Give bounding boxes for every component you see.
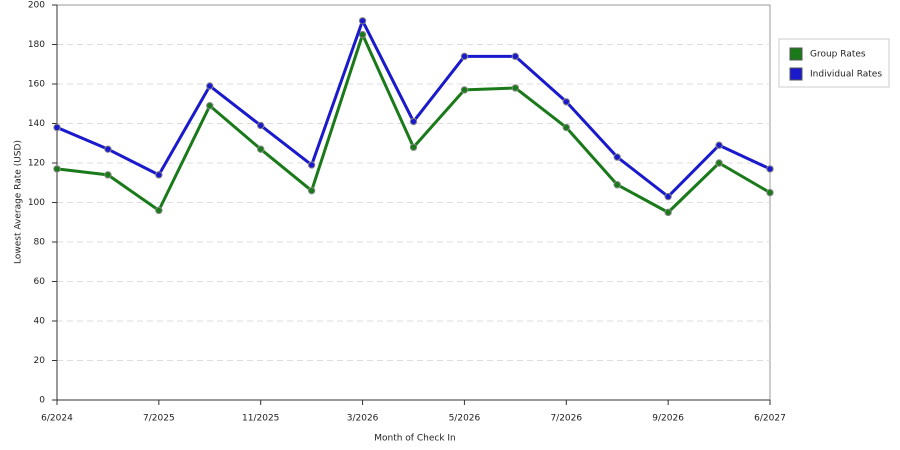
data-point [460, 86, 469, 94]
y-tick-label: 100 [28, 198, 45, 208]
x-tick-label: 3/2026 [347, 414, 379, 424]
data-point [664, 192, 672, 201]
legend-swatch [789, 67, 803, 81]
data-point [257, 145, 265, 153]
x-tick-label: 11/2025 [242, 414, 279, 424]
data-point [53, 123, 61, 132]
data-point [613, 181, 621, 189]
legend-label: Individual Rates [810, 70, 882, 80]
x-tick-label: 9/2026 [652, 414, 684, 424]
data-point [409, 117, 418, 126]
data-point [307, 161, 316, 169]
y-tick-label: 120 [28, 159, 45, 169]
legend-swatch [789, 47, 803, 61]
data-point [766, 188, 774, 197]
x-tick-label: 6/2024 [41, 414, 73, 424]
data-point [358, 17, 367, 25]
x-tick-label: 5/2026 [449, 414, 481, 424]
data-point [358, 30, 367, 39]
series-line [56, 19, 771, 199]
data-point [715, 159, 723, 167]
data-point [511, 52, 520, 61]
data-point [206, 82, 214, 90]
data-point [664, 208, 672, 217]
data-point [257, 121, 265, 130]
legend-label: Group Rates [810, 50, 866, 60]
y-tick-label: 40 [34, 317, 46, 327]
y-tick-label: 80 [34, 238, 46, 248]
data-point [715, 141, 723, 149]
y-tick-label: 60 [34, 277, 46, 287]
x-tick-label: 7/2025 [143, 414, 175, 424]
y-tick-label: 140 [28, 119, 45, 129]
data-point [562, 123, 570, 132]
data-point [460, 52, 469, 61]
data-point [206, 102, 214, 110]
data-point [104, 171, 112, 179]
data-point [511, 84, 520, 92]
y-tick-label: 0 [39, 396, 45, 406]
x-axis-title: Month of Check In [374, 434, 456, 444]
y-tick-label: 160 [28, 80, 45, 90]
data-point [104, 145, 112, 153]
data-point [53, 165, 61, 173]
data-point [562, 98, 570, 106]
y-axis-title: Lowest Average Rate (USD) [14, 140, 24, 264]
x-tick-label: 6/2027 [754, 414, 786, 424]
data-point [155, 206, 163, 215]
data-point [155, 171, 163, 179]
y-tick-label: 180 [28, 40, 45, 50]
data-point [307, 186, 316, 195]
x-tick-label: 7/2026 [550, 414, 582, 424]
y-tick-label: 20 [34, 356, 46, 366]
data-point [766, 165, 774, 173]
data-point [409, 143, 418, 151]
y-tick-label: 200 [28, 1, 45, 11]
data-point [613, 153, 621, 161]
